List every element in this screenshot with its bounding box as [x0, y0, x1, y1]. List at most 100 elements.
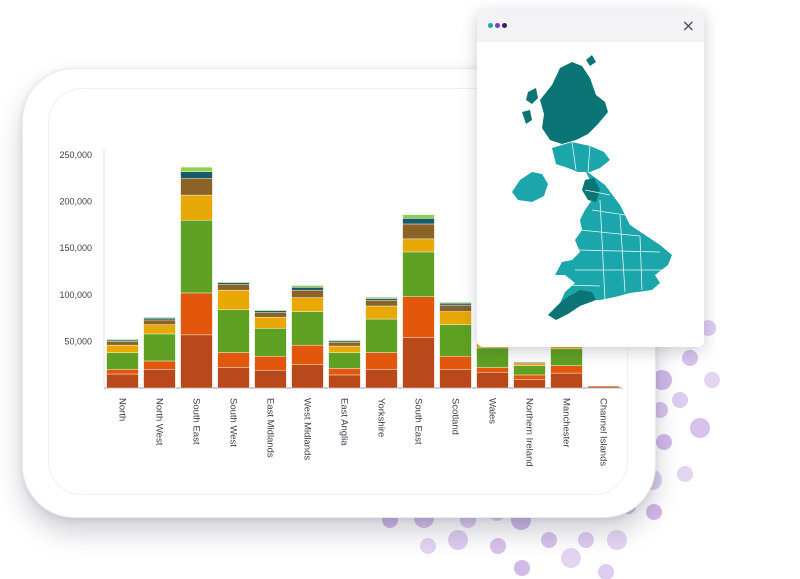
map-window-titlebar[interactable]: × — [477, 10, 704, 42]
bar-segment — [254, 356, 287, 371]
decorative-dot — [690, 418, 710, 438]
decorative-dot — [656, 434, 672, 450]
bar-segment — [106, 338, 139, 341]
bar-segment — [402, 238, 435, 253]
bar-segment — [365, 305, 398, 320]
bar-segment — [550, 365, 583, 374]
decorative-dot — [652, 370, 672, 390]
decorative-dot — [700, 320, 716, 336]
decorative-dot — [646, 504, 662, 520]
decorative-dot — [672, 392, 688, 408]
bar-segment — [254, 370, 287, 389]
bar-segment — [143, 324, 176, 335]
decorative-dot — [561, 548, 581, 568]
bar-segment — [291, 297, 324, 312]
bar-segment — [217, 352, 250, 368]
bar-segment — [476, 367, 509, 373]
decorative-dot — [541, 532, 557, 548]
bar-segment — [365, 296, 398, 299]
decorative-dot — [578, 532, 594, 548]
x-tick-label: Manchester — [561, 398, 572, 448]
x-tick-label: Wales — [487, 398, 498, 424]
bar-segment — [254, 310, 287, 313]
bar-segment — [328, 374, 361, 389]
y-tick-label: 100,000 — [59, 290, 92, 300]
bar-segment — [254, 316, 287, 329]
bar-segment — [365, 300, 398, 307]
decorative-dot — [598, 564, 614, 579]
bar-segment — [217, 281, 250, 283]
bar-segment — [106, 339, 139, 342]
bar-segment — [180, 220, 213, 294]
bar-segment — [254, 309, 287, 311]
map-window[interactable]: × — [477, 10, 704, 347]
bar-segment — [439, 302, 472, 304]
bar-segment — [143, 316, 176, 319]
close-button[interactable]: × — [681, 16, 695, 35]
map-region-highlands — [540, 62, 608, 144]
y-tick-label: 200,000 — [59, 197, 92, 207]
x-tick-label: South East — [413, 398, 424, 445]
bar-segment — [180, 292, 213, 336]
bar-segment — [180, 334, 213, 389]
bar-segment — [476, 347, 509, 368]
bar-segment — [143, 360, 176, 370]
bar-segment — [439, 369, 472, 389]
bar-segment — [180, 178, 213, 196]
y-tick-label: 50,000 — [64, 336, 92, 346]
window-dot-dark — [502, 23, 507, 28]
bar-segment — [180, 166, 213, 172]
x-tick-label: East Anglia — [339, 398, 350, 446]
bar-segment — [439, 311, 472, 325]
bar-segment — [143, 333, 176, 362]
bar-segment — [106, 373, 139, 389]
bar-segment — [180, 171, 213, 179]
x-tick-label: Yorkshire — [376, 398, 387, 437]
x-tick-label: West Midlands — [302, 398, 313, 460]
bar-segment — [291, 287, 324, 291]
map-region-england-wales — [548, 170, 672, 318]
bar-segment — [513, 379, 546, 389]
bar-segment — [180, 194, 213, 221]
bar-segment — [291, 344, 324, 365]
map-region-northern-ireland — [512, 172, 548, 202]
bar-segment — [217, 284, 250, 291]
map-region-cumbria — [582, 178, 600, 202]
bar-segment — [143, 369, 176, 389]
map-region-islands — [522, 55, 596, 124]
bar-segment — [106, 369, 139, 375]
bar-segment — [291, 285, 324, 288]
bar-segment — [328, 339, 361, 342]
bar-segment — [328, 352, 361, 369]
bar-segment — [143, 319, 176, 325]
y-tick-label: 150,000 — [59, 243, 92, 253]
bar-segment — [143, 317, 176, 321]
bar-segment — [217, 367, 250, 389]
x-tick-label: Scotland — [450, 398, 461, 435]
bar-segment — [328, 345, 361, 353]
map-dark-regions — [522, 55, 608, 320]
bar-segment — [291, 311, 324, 346]
x-tick-label: Channel Islands — [598, 398, 609, 466]
bar-segment — [513, 362, 546, 364]
bar-segment — [587, 385, 620, 389]
decorative-dot — [514, 560, 530, 576]
decorative-dot — [607, 530, 627, 550]
bar-segment — [328, 368, 361, 376]
map-region-borders — [564, 141, 664, 301]
bar-segment — [365, 369, 398, 389]
map-light-regions — [512, 142, 672, 318]
bar-segment — [291, 289, 324, 298]
bar-segment — [439, 356, 472, 370]
bar-segment — [550, 348, 583, 366]
uk-region-map[interactable] — [477, 42, 704, 347]
bar-segment — [328, 342, 361, 347]
decorative-dot — [704, 372, 720, 388]
decorative-dot — [682, 350, 698, 366]
bar-segment — [365, 298, 398, 301]
bar-segment — [328, 340, 361, 343]
bar-segment — [550, 372, 583, 389]
bar-segment — [513, 365, 546, 376]
y-tick-label: 250,000 — [59, 150, 92, 160]
x-tick-label: Northern Ireland — [524, 398, 535, 467]
